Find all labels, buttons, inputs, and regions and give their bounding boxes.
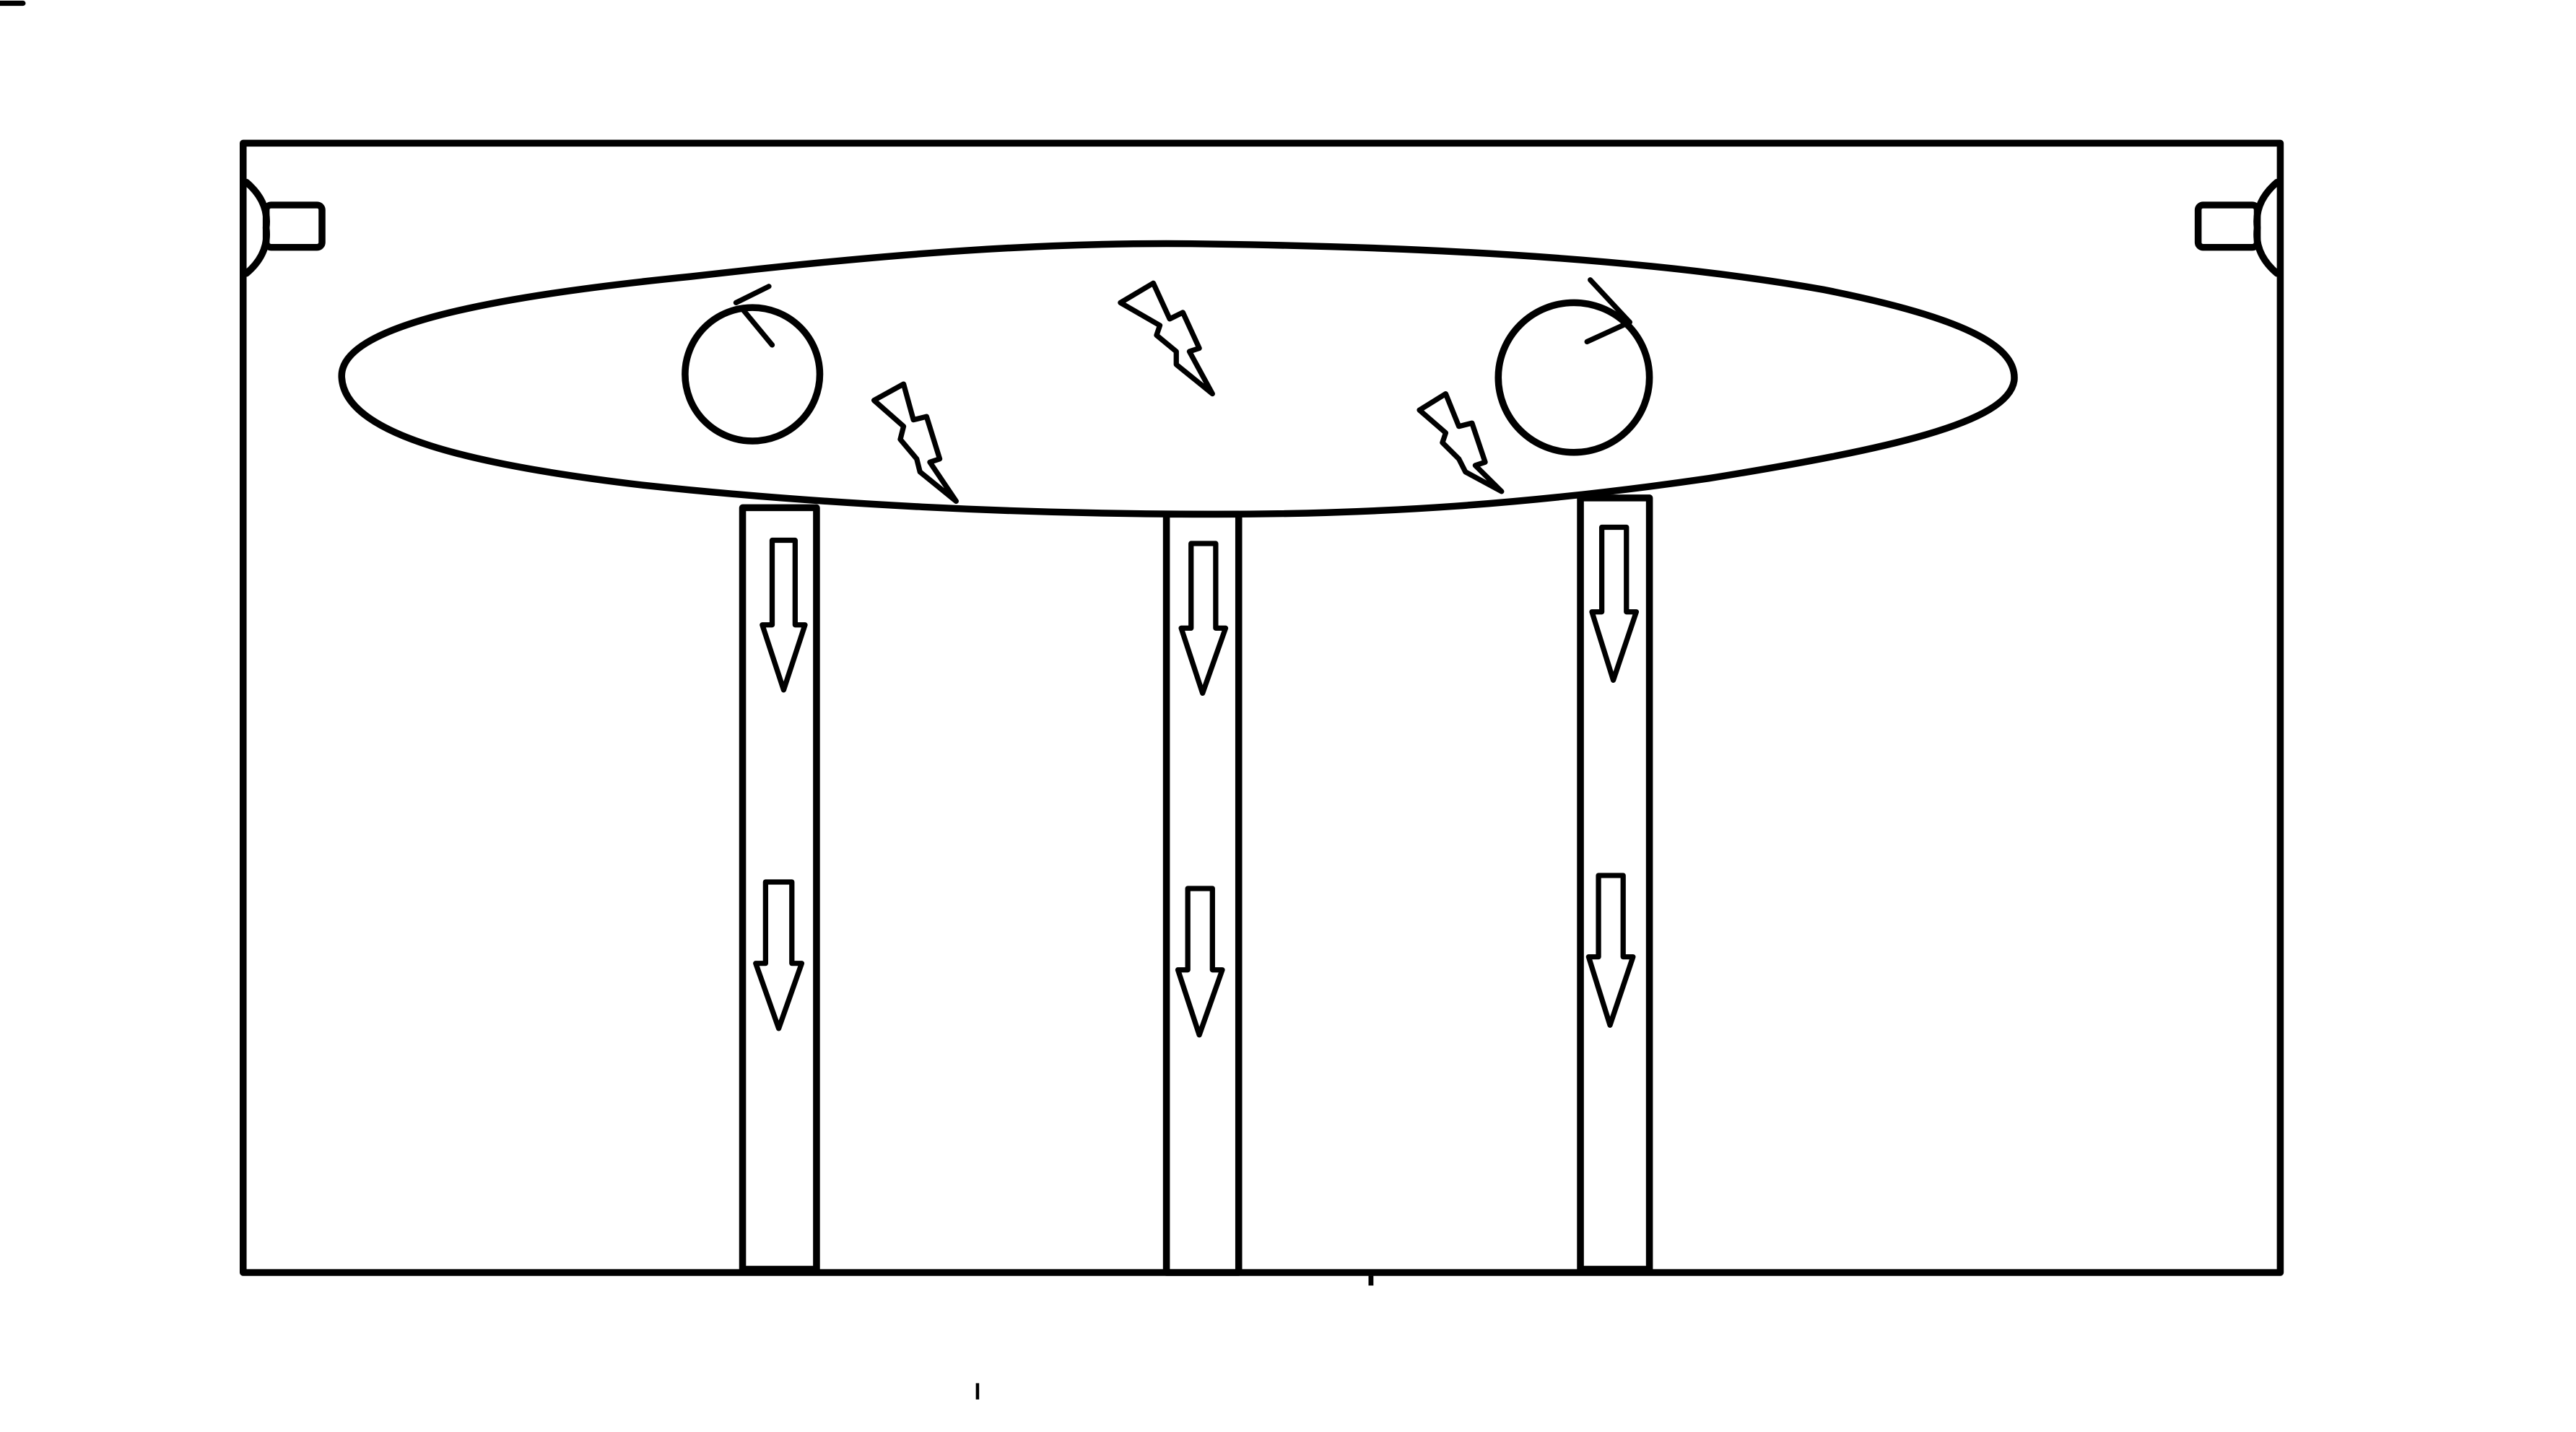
lightning-icon [1118, 280, 1215, 397]
tube-middle [1162, 510, 1243, 1276]
chamber-outline [239, 139, 2284, 1276]
tick-mark [1368, 1275, 1374, 1286]
tube-left [739, 504, 820, 1273]
top-ellipse-zone [338, 240, 2018, 518]
right-port-icon [2194, 178, 2281, 277]
flow-arrow-down-icon [1175, 886, 1225, 1038]
flow-arrow-down-icon [1589, 524, 1640, 684]
left-port-icon [243, 178, 326, 277]
tube-right [1577, 494, 1653, 1273]
tick-mark [975, 1383, 980, 1400]
flow-arrow-down-icon [753, 879, 805, 1031]
lightning-icon [1417, 390, 1505, 494]
lightning-icon [871, 381, 959, 505]
flow-arrow-down-icon [760, 537, 808, 693]
left-rotor-icon [682, 284, 824, 445]
right-rotor-icon [1494, 277, 1653, 456]
flow-arrow-down-icon [1585, 873, 1636, 1028]
flow-arrow-down-icon [1178, 541, 1229, 697]
